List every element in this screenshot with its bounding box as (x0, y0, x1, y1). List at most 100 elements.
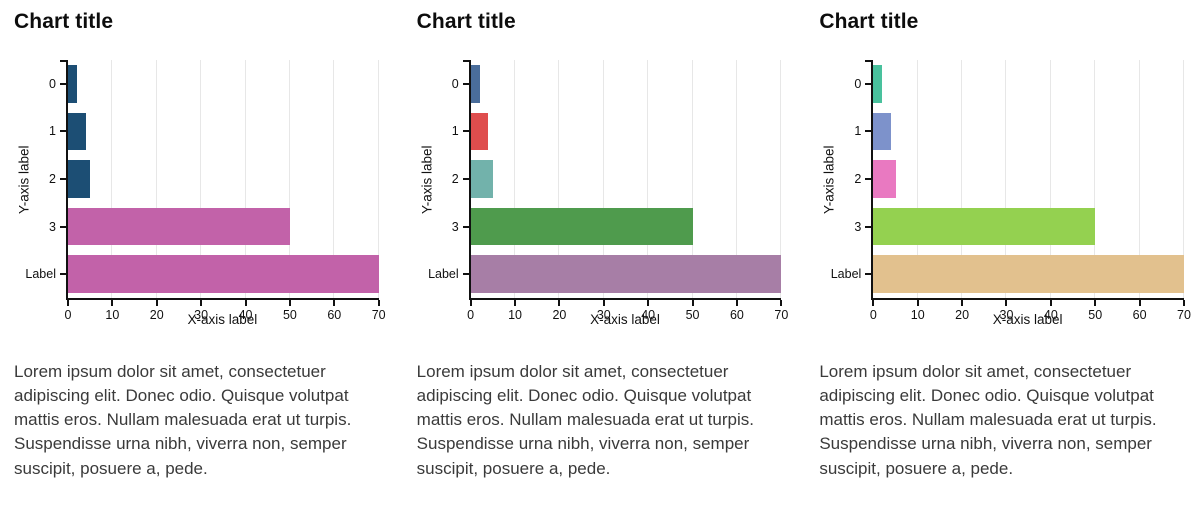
x-tick-label: 50 (685, 308, 700, 322)
x-tick-label: 10 (105, 308, 120, 322)
bar (873, 160, 896, 198)
y-tick (60, 225, 66, 228)
x-tick (916, 300, 919, 306)
x-tick-label: 50 (282, 308, 297, 322)
gridline (647, 60, 649, 298)
gridline (1094, 60, 1096, 298)
bar-row (470, 203, 782, 251)
gridline (200, 60, 202, 298)
y-axis-cap-tick (60, 60, 66, 62)
gridline (961, 60, 963, 298)
chart-title: Chart title (819, 10, 919, 33)
gridline (602, 60, 604, 298)
x-tick-label: 20 (955, 308, 970, 322)
y-tick-label: 0 (451, 76, 459, 91)
x-tick (1049, 300, 1052, 306)
y-tick-label: 2 (854, 172, 862, 186)
x-tick-label: 0 (64, 308, 72, 322)
y-tick (60, 273, 66, 276)
plot-area: 0 1 2 3 Label 0 10 20 30 40 50 60 70 (25, 60, 386, 322)
x-tick (288, 300, 291, 306)
x-tick-label: 60 (1132, 308, 1147, 322)
bar (873, 65, 883, 103)
x-tick (244, 300, 247, 306)
bar-row (68, 250, 379, 298)
x-tick-label: 10 (910, 308, 925, 322)
x-tick (67, 300, 69, 306)
x-tick (1138, 300, 1141, 306)
x-tick (558, 300, 561, 306)
x-tick (155, 300, 158, 306)
chart-title: Chart title (416, 10, 516, 33)
bar (873, 112, 892, 151)
y-tick (462, 225, 469, 228)
x-tick-label: 70 (1177, 308, 1191, 322)
x-tick-label: 40 (238, 308, 253, 322)
bar (470, 160, 493, 198)
x-tick (647, 300, 650, 306)
bar-row (68, 203, 379, 251)
y-axis-cap-tick (462, 60, 469, 62)
bar-row (873, 108, 1184, 156)
caption-paragraph: Lorem ipsum dolor sit amet, consectetuer… (416, 362, 754, 478)
y-tick-label: 3 (49, 219, 56, 234)
bar-row (470, 60, 782, 108)
x-tick-label: 20 (149, 308, 164, 322)
x-tick (377, 300, 380, 306)
x-tick-label: 70 (371, 308, 386, 322)
bar (68, 255, 379, 293)
bar-row (68, 60, 379, 108)
bar-row (470, 250, 782, 298)
x-tick-label: 10 (508, 308, 522, 322)
y-tick-label: 1 (451, 124, 459, 139)
bar-row (873, 203, 1184, 251)
bar-chart-figure: Y-axis label 0 1 2 3 Label 0 10 20 30 40 50 60 70 X-… (417, 60, 788, 344)
y-tick-label: 1 (49, 124, 56, 139)
bar (68, 160, 91, 198)
chart-column-1: Chart title Y-axis label 0 1 2 3 Label 0 10 20 3… (14, 10, 386, 481)
y-tick-label: Label (428, 267, 459, 282)
gridline (558, 60, 560, 298)
gridline (735, 60, 737, 298)
x-tick (111, 300, 114, 306)
x-tick (780, 300, 783, 306)
x-tick (1182, 300, 1185, 306)
y-tick (60, 130, 66, 133)
y-axis-label: Y-axis label (821, 145, 837, 215)
x-tick (200, 300, 203, 306)
gridline (1182, 60, 1184, 298)
x-tick-label: 40 (1043, 308, 1058, 322)
x-tick (1094, 300, 1097, 306)
bar (470, 207, 693, 246)
caption-paragraph: Lorem ipsum dolor sit amet, consectetuer… (14, 362, 352, 478)
gridline (1138, 60, 1140, 298)
plot-area: 0 1 2 3 Label 0 10 20 30 40 50 60 70 (428, 60, 788, 322)
y-tick-label: 2 (451, 172, 459, 186)
x-tick (872, 300, 875, 306)
bar (470, 255, 782, 293)
x-tick-label: 40 (641, 308, 656, 322)
x-tick-label: 60 (729, 308, 744, 322)
gridline (916, 60, 918, 298)
bar (873, 255, 1184, 293)
y-tick (865, 225, 872, 228)
x-tick-label: 30 (999, 308, 1014, 322)
gridline (1049, 60, 1051, 298)
y-axis-label: Y-axis label (16, 145, 32, 215)
plot-area: 0 1 2 3 Label 0 10 20 30 40 50 60 70 (831, 60, 1191, 322)
x-axis-label: X-axis label (992, 312, 1063, 327)
y-tick (865, 178, 872, 180)
y-tick-label: 2 (49, 172, 56, 186)
bar-row (470, 108, 782, 156)
x-tick (1005, 300, 1008, 306)
gridline (377, 60, 379, 298)
y-tick (865, 130, 872, 133)
chart-title: Chart title (14, 10, 114, 33)
x-tick (691, 300, 694, 306)
x-axis-label: X-axis label (590, 312, 660, 327)
x-tick-label: 30 (596, 308, 611, 322)
y-tick (462, 273, 469, 276)
x-tick (333, 300, 336, 306)
x-tick (514, 300, 517, 306)
chart-column-3: Chart title Y-axis label 0 1 2 3 Label 0 10 20 3… (819, 10, 1191, 481)
